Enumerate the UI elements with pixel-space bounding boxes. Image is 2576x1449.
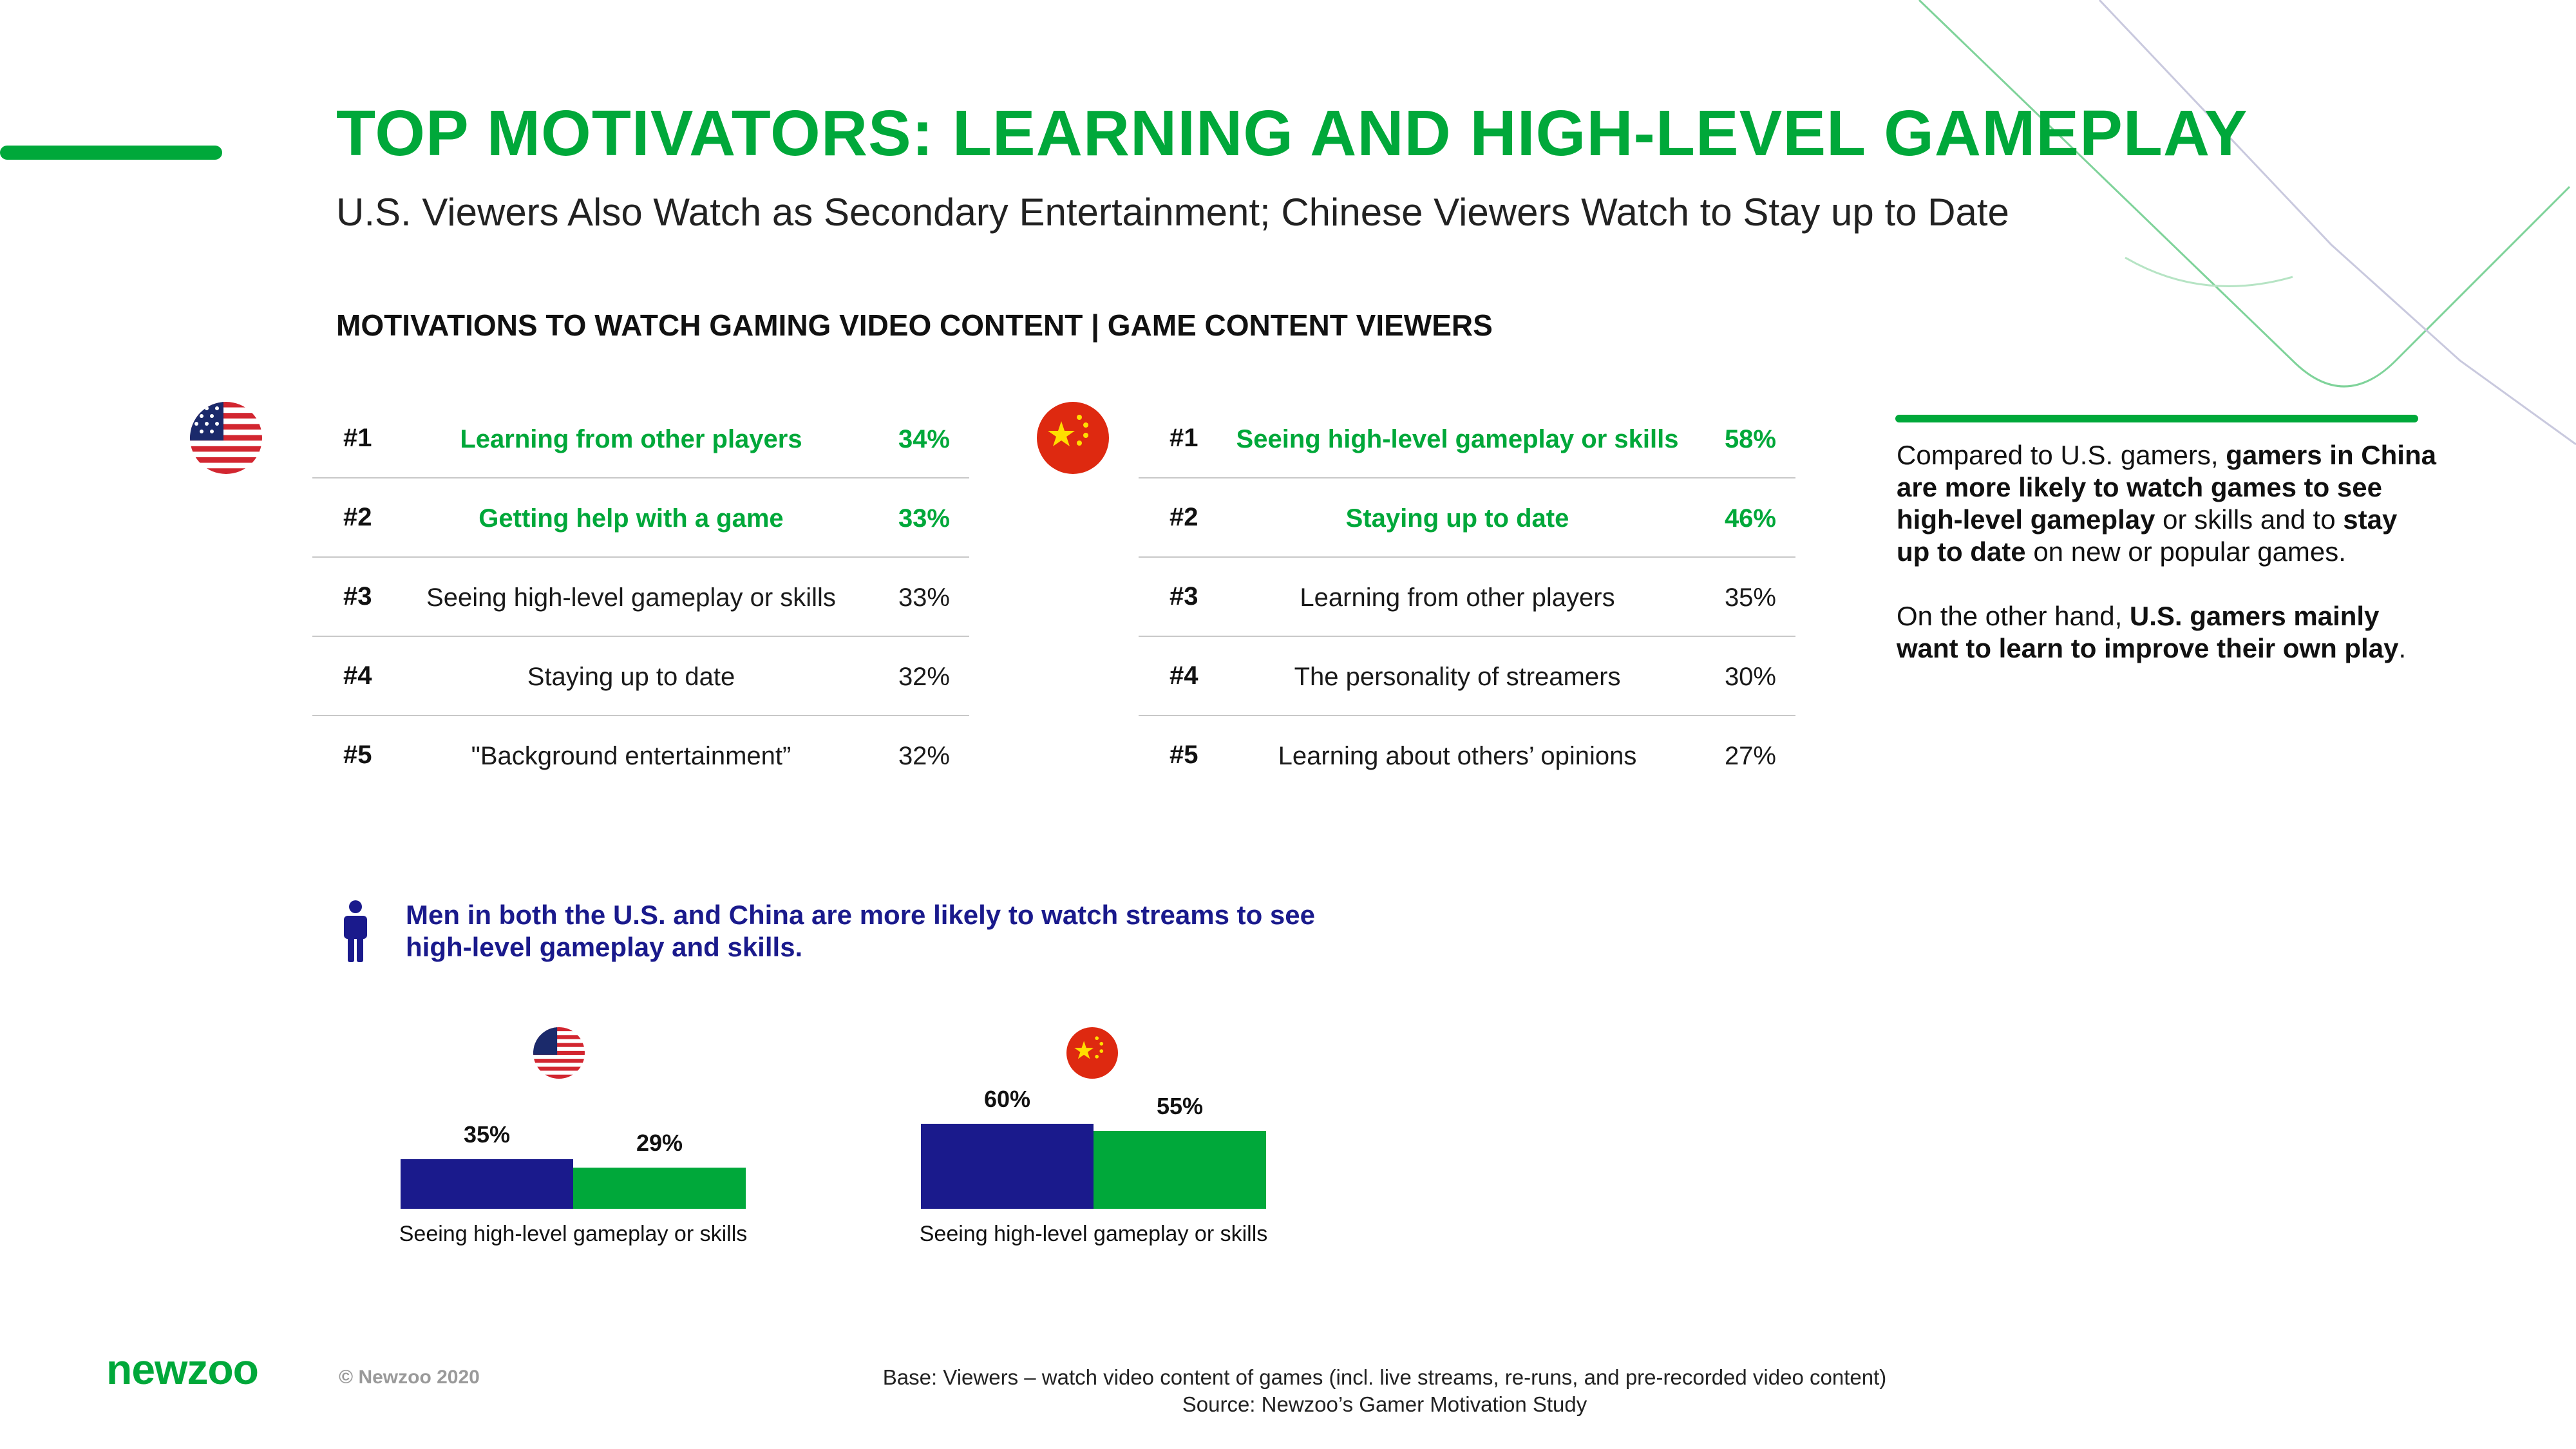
source-note: Source: Newzoo’s Gamer Motivation Study xyxy=(1182,1392,1587,1416)
rank-label: Learning from other players xyxy=(1300,583,1615,612)
bar-value-label: 29% xyxy=(636,1130,683,1156)
table-row: #5 Learning about others’ opinions 27% xyxy=(1139,716,1795,794)
man-icon xyxy=(340,900,371,965)
bar-value-label: 35% xyxy=(464,1121,510,1148)
table-row: #1 Seeing high-level gameplay or skills … xyxy=(1139,399,1795,478)
bar xyxy=(401,1159,573,1209)
insight-paragraph-1: Compared to U.S. gamers, gamers in China… xyxy=(1897,440,2436,567)
newzoo-logo: newzoo xyxy=(106,1345,259,1393)
rank-label: Seeing high-level gameplay or skills xyxy=(1236,425,1679,453)
rank-label: Learning from other players xyxy=(460,425,802,453)
table-row: #2 Staying up to date 46% xyxy=(1139,478,1795,558)
category-label: Seeing high-level gameplay or skills xyxy=(399,1222,748,1246)
bar xyxy=(573,1168,746,1209)
rank-number: #3 xyxy=(1170,582,1198,611)
footnote: Base: Viewers – watch video content of g… xyxy=(644,1364,2125,1418)
rank-percent: 32% xyxy=(898,742,950,770)
rank-number: #5 xyxy=(343,741,372,769)
page-title: TOP MOTIVATORS: LEARNING AND HIGH-LEVEL … xyxy=(336,97,2248,169)
rank-number: #4 xyxy=(1170,661,1198,690)
table-row: #3 Seeing high-level gameplay or skills … xyxy=(312,558,969,637)
us-ranking-table: #1 Learning from other players 34% #2 Ge… xyxy=(312,399,969,794)
china-flag-icon xyxy=(1066,1027,1118,1079)
rank-percent: 27% xyxy=(1724,742,1776,770)
bar-value-label: 55% xyxy=(1157,1093,1203,1119)
rank-percent: 32% xyxy=(898,663,950,691)
table-row: #1 Learning from other players 34% xyxy=(312,399,969,478)
rank-label: Seeing high-level gameplay or skills xyxy=(426,583,836,612)
rank-number: #2 xyxy=(343,503,372,531)
men-note: Men in both the U.S. and China are more … xyxy=(406,900,1316,962)
rank-number: #5 xyxy=(1170,741,1198,769)
rank-number: #1 xyxy=(1170,424,1198,452)
rank-label: "Background entertainment” xyxy=(471,742,791,770)
table-row: #4 Staying up to date 32% xyxy=(312,637,969,716)
rank-label: The personality of streamers xyxy=(1294,663,1621,691)
rank-percent: 35% xyxy=(1724,583,1776,612)
china-ranking-table: #1 Seeing high-level gameplay or skills … xyxy=(1139,399,1795,794)
rank-percent: 58% xyxy=(1724,425,1776,453)
insight-paragraph-2: On the other hand, U.S. gamers mainly wa… xyxy=(1897,601,2407,663)
bar xyxy=(1094,1131,1266,1209)
china-flag-icon xyxy=(1037,402,1109,474)
table-row: #2 Getting help with a game 33% xyxy=(312,478,969,558)
bar-value-label: 60% xyxy=(984,1086,1030,1112)
rank-percent: 46% xyxy=(1724,504,1776,533)
copyright: © Newzoo 2020 xyxy=(339,1367,480,1388)
rank-label: Staying up to date xyxy=(1345,504,1569,533)
insight-text: Compared to U.S. gamers, gamers in China… xyxy=(1897,439,2438,697)
category-label: Seeing high-level gameplay or skills xyxy=(920,1222,1268,1246)
table-row: #4 The personality of streamers 30% xyxy=(1139,637,1795,716)
rank-percent: 33% xyxy=(898,583,950,612)
rank-percent: 30% xyxy=(1724,663,1776,691)
rank-number: #3 xyxy=(343,582,372,611)
insight-accent-bar xyxy=(1895,415,2418,422)
rank-number: #4 xyxy=(343,661,372,690)
rank-label: Learning about others’ opinions xyxy=(1278,742,1637,770)
rank-number: #2 xyxy=(1170,503,1198,531)
rank-percent: 33% xyxy=(898,504,950,533)
base-note: Base: Viewers – watch video content of g… xyxy=(882,1365,1887,1389)
table-row: #3 Learning from other players 35% xyxy=(1139,558,1795,637)
section-title: MOTIVATIONS TO WATCH GAMING VIDEO CONTEN… xyxy=(336,308,1493,342)
rank-label: Getting help with a game xyxy=(478,504,784,533)
rank-percent: 34% xyxy=(898,425,950,453)
rank-label: Staying up to date xyxy=(527,663,735,691)
bar xyxy=(921,1124,1094,1209)
page-subtitle: U.S. Viewers Also Watch as Secondary Ent… xyxy=(336,191,2009,234)
rank-number: #1 xyxy=(343,424,372,452)
table-row: #5 "Background entertainment” 32% xyxy=(312,716,969,794)
accent-bar xyxy=(0,146,222,160)
us-flag-icon xyxy=(533,1027,585,1079)
